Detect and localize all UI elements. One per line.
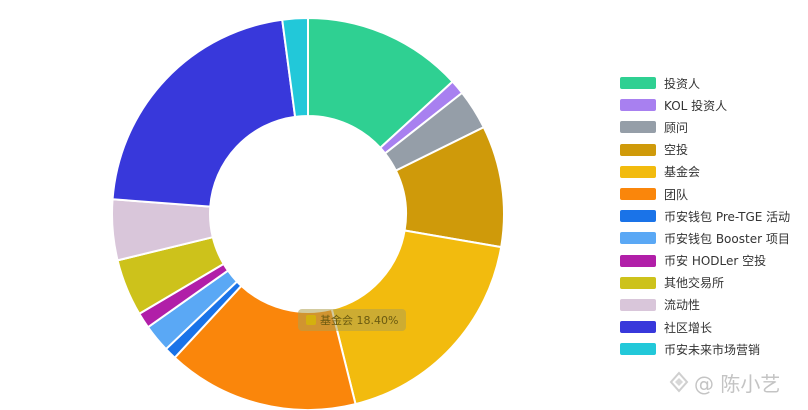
chart-legend: 投资人 KOL 投资人 顾问空投基金会团队币安钱包 Pre-TGE 活动 币安钱包 B…: [620, 72, 805, 360]
legend-swatch: [620, 298, 656, 311]
legend-swatch: [620, 121, 656, 134]
legend-label: 币安未来市场营销: [664, 342, 761, 357]
tooltip-swatch: [306, 315, 316, 325]
legend-item-7[interactable]: 币安钱包 Booster 项目: [620, 227, 805, 249]
legend-item-12[interactable]: 币安未来市场营销: [620, 338, 805, 360]
legend-swatch: [620, 276, 656, 289]
legend-item-8[interactable]: 币安 HODLer 空投: [620, 250, 805, 272]
legend-item-4[interactable]: 基金会: [620, 161, 805, 183]
legend-swatch: [620, 232, 656, 245]
legend-label: 顾问: [664, 120, 689, 135]
legend-label: 币安钱包 Booster 项目: [664, 231, 790, 246]
legend-label: 基金会: [664, 165, 701, 180]
chart-tooltip: 基金会 18.40%: [298, 309, 407, 331]
legend-swatch: [620, 254, 656, 267]
legend-item-9[interactable]: 其他交易所: [620, 272, 805, 294]
watermark-logo-icon: [669, 371, 689, 393]
legend-item-1[interactable]: KOL 投资人: [620, 94, 805, 116]
legend-label: 投资人: [664, 76, 701, 91]
donut-slice-11[interactable]: [111, 18, 297, 208]
legend-item-6[interactable]: 币安钱包 Pre-TGE 活动: [620, 205, 805, 227]
legend-label: 其他交易所: [664, 276, 725, 291]
legend-label: 团队: [664, 187, 689, 202]
legend-item-2[interactable]: 顾问: [620, 116, 805, 138]
legend-swatch: [620, 77, 656, 90]
watermark-text: @ 陈小艺: [694, 371, 781, 396]
legend-label: 空投: [664, 143, 689, 158]
legend-swatch: [620, 165, 656, 178]
legend-swatch: [620, 99, 656, 112]
legend-swatch: [620, 210, 656, 223]
legend-label: KOL 投资人: [664, 98, 728, 113]
donut-slice-12[interactable]: [281, 17, 309, 118]
legend-swatch: [620, 343, 656, 356]
tooltip-text: 基金会 18.40%: [320, 314, 399, 327]
watermark: @ 陈小艺: [668, 366, 780, 398]
legend-item-10[interactable]: 流动性: [620, 294, 805, 316]
legend-swatch: [620, 188, 656, 201]
legend-label: 流动性: [664, 298, 701, 313]
legend-label: 币安 HODLer 空投: [664, 254, 767, 269]
legend-swatch: [620, 143, 656, 156]
donut-chart: [111, 17, 505, 410]
legend-item-3[interactable]: 空投: [620, 139, 805, 161]
legend-item-0[interactable]: 投资人: [620, 72, 805, 94]
legend-swatch: [620, 321, 656, 334]
legend-item-11[interactable]: 社区增长: [620, 316, 805, 338]
legend-label: 社区增长: [664, 320, 713, 335]
legend-item-5[interactable]: 团队: [620, 183, 805, 205]
donut-slice-4[interactable]: [330, 229, 503, 406]
donut-slices: [111, 17, 505, 410]
legend-label: 币安钱包 Pre-TGE 活动: [664, 209, 791, 224]
